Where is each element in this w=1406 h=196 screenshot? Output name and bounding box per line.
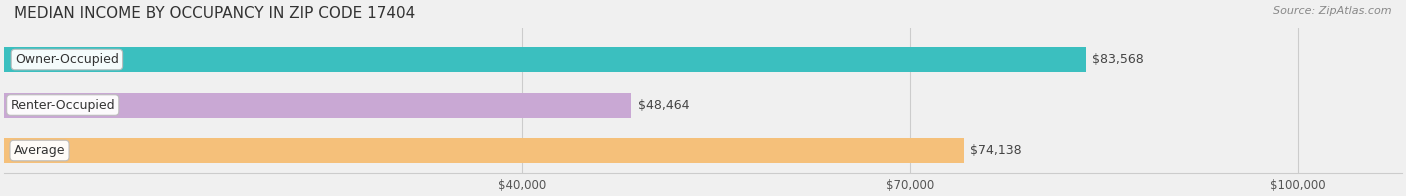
Text: Owner-Occupied: Owner-Occupied xyxy=(15,53,120,66)
Bar xyxy=(4,138,963,163)
Text: $48,464: $48,464 xyxy=(638,99,689,112)
Bar xyxy=(4,47,1085,72)
Text: Source: ZipAtlas.com: Source: ZipAtlas.com xyxy=(1274,6,1392,16)
Text: Renter-Occupied: Renter-Occupied xyxy=(10,99,115,112)
Text: MEDIAN INCOME BY OCCUPANCY IN ZIP CODE 17404: MEDIAN INCOME BY OCCUPANCY IN ZIP CODE 1… xyxy=(14,6,415,21)
Bar xyxy=(4,93,631,118)
Text: $83,568: $83,568 xyxy=(1092,53,1144,66)
Text: $74,138: $74,138 xyxy=(970,144,1022,157)
Text: Average: Average xyxy=(14,144,65,157)
